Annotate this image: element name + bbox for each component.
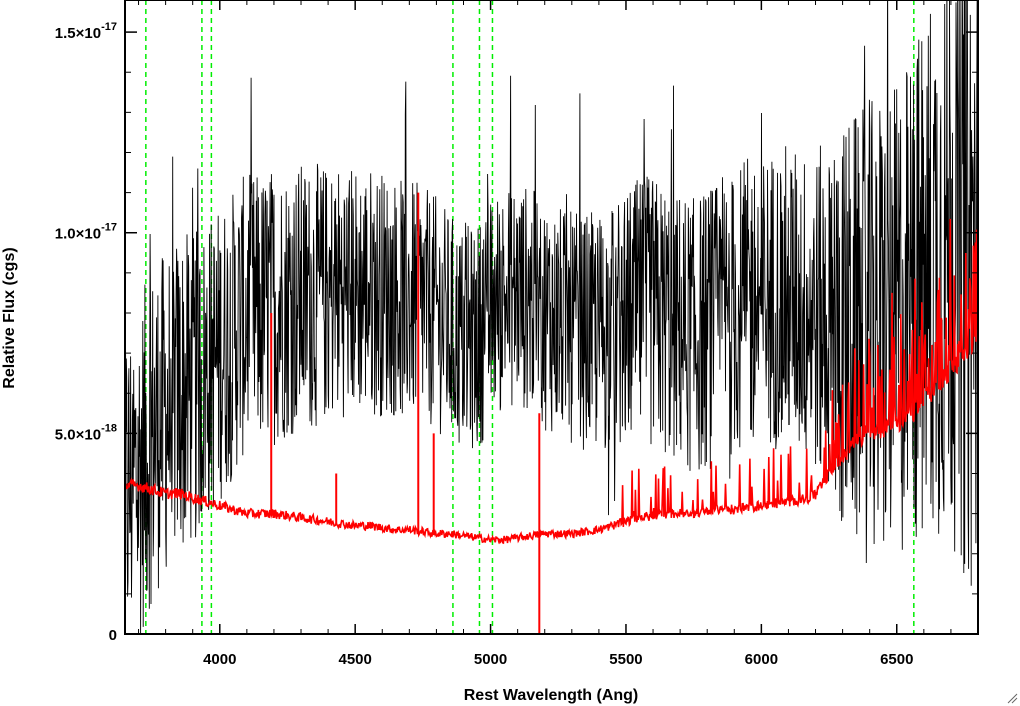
x-tick-label: 6500 (880, 651, 913, 668)
y-tick-label: 1.5×10-17 (55, 21, 117, 42)
spectrum-series-line (125, 0, 978, 634)
resize-grip-icon[interactable] (1006, 692, 1018, 704)
x-axis-title: Rest Wavelength (Ang) (464, 687, 639, 704)
x-tick-label: 5000 (474, 651, 507, 668)
y-tick-label: 5.0×10-18 (55, 422, 117, 443)
y-axis-ticks: 0 5.0×10-18 1.0×10-17 1.5×10-17 (55, 21, 978, 644)
x-tick-label: 4000 (203, 651, 236, 668)
y-tick-label: 0 (109, 627, 117, 644)
error-series-line (125, 218, 978, 545)
x-tick-label: 6000 (745, 651, 778, 668)
plot-border (124, 0, 979, 635)
series-group (125, 0, 978, 634)
x-tick-label: 5500 (609, 651, 642, 668)
y-axis-title: Relative Flux (cgs) (1, 247, 18, 388)
y-tick-label: 1.0×10-17 (55, 222, 117, 243)
x-tick-label: 4500 (338, 651, 371, 668)
plot-frame (124, 0, 979, 635)
x-axis-ticks: 4000 4500 5000 5500 6000 6500 (138, 0, 979, 668)
